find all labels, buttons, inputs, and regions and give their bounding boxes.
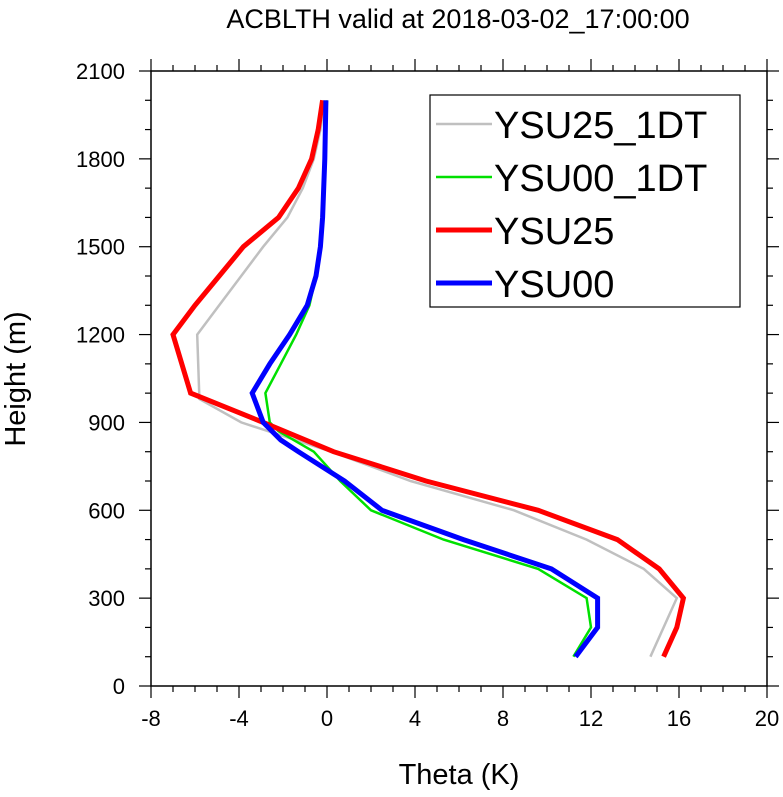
x-tick-label: 12: [579, 706, 603, 731]
y-axis-label: Height (m): [0, 311, 32, 446]
y-tick-label: 1200: [76, 323, 125, 348]
y-tick-label: 2100: [76, 59, 125, 84]
x-tick-label: 4: [409, 706, 421, 731]
axis-ticks: [139, 59, 779, 698]
x-tick-label: -4: [229, 706, 249, 731]
legend-label: YSU25_1DT: [494, 105, 707, 147]
series-group: [170, 99, 687, 659]
x-tick-label: 0: [321, 706, 333, 731]
legend-box: [429, 94, 741, 308]
y-tick-label: 0: [113, 674, 125, 699]
plot-frame: [150, 70, 768, 687]
x-axis-label: Theta (K): [399, 759, 520, 791]
x-tick-label: 16: [667, 706, 691, 731]
y-tick-label: 300: [88, 586, 125, 611]
tick-labels: -8 -4 0 4 8 12 16 20 0 300 600 900 1200 1500 1800 2100: [76, 59, 779, 731]
series-line-ysu25: [170, 99, 687, 658]
legend: YSU25_1DT YSU00_1DT YSU25 YSU00: [429, 94, 741, 308]
legend-label: YSU00_1DT: [494, 158, 707, 200]
legend-label: YSU25: [494, 211, 614, 253]
legend-label: YSU00: [494, 264, 614, 306]
y-tick-label: 1800: [76, 147, 125, 172]
x-tick-label: -8: [141, 706, 161, 731]
x-tick-label: 20: [755, 706, 779, 731]
x-tick-label: 8: [497, 706, 509, 731]
series-line-ysu00: [249, 100, 601, 659]
y-tick-label: 900: [88, 410, 125, 435]
y-tick-label: 1500: [76, 235, 125, 260]
chart-title: ACBLTH valid at 2018-03-02_17:00:00: [226, 4, 689, 34]
y-tick-label: 600: [88, 498, 125, 523]
